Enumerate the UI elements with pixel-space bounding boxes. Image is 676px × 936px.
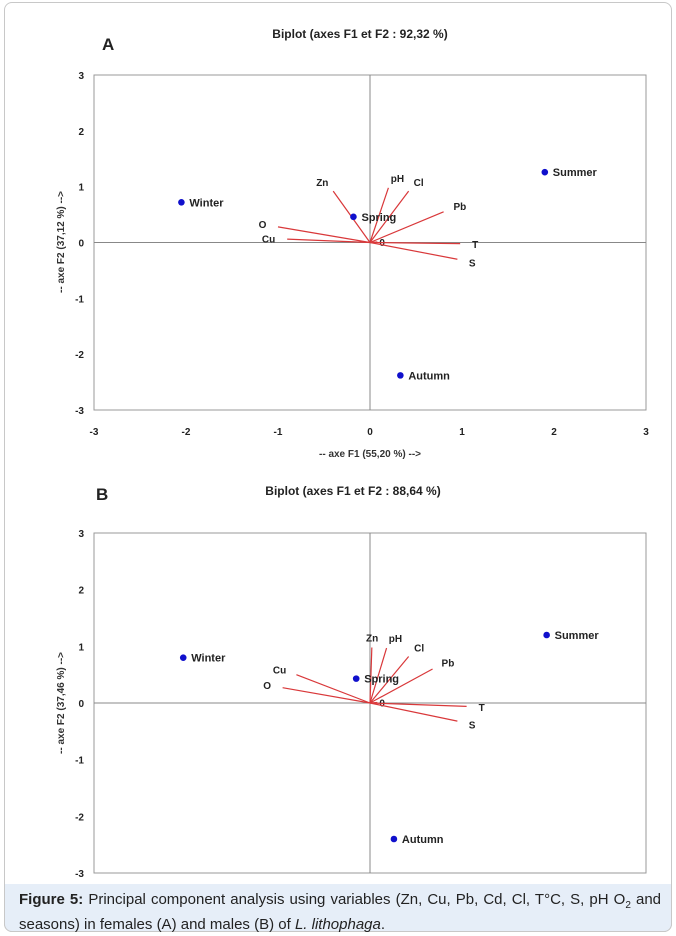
y-tick-label: 2 xyxy=(78,127,84,138)
variable-label: T xyxy=(472,240,478,251)
observations: Winter Spring Summer Autumn xyxy=(179,630,600,846)
observation-point xyxy=(179,654,187,661)
observation-label: Winter xyxy=(191,653,226,665)
y-tick-label: -2 xyxy=(75,812,84,823)
variable-label: S xyxy=(469,258,476,269)
chart-title: Biplot (axes F1 et F2 : 88,64 %) xyxy=(265,484,440,498)
caption-text-after: and seasons) in females (A) and males (B… xyxy=(19,891,661,933)
variable-vector xyxy=(369,187,389,243)
variable-label: Pb xyxy=(453,202,466,213)
variable-vector xyxy=(369,241,458,260)
x-tick-label: 3 xyxy=(643,427,649,438)
variable-vector xyxy=(369,702,458,722)
variable-vector xyxy=(369,656,410,704)
caption-text: Principal component analysis using varia… xyxy=(83,891,626,908)
observation-label: Spring xyxy=(364,674,399,686)
variable-label: Cu xyxy=(273,665,286,676)
variable-vectors: ZnpHClPbCuO0TS xyxy=(94,533,646,873)
variable-label: Cl xyxy=(414,644,424,655)
caption-end: . xyxy=(380,916,386,933)
observation-point xyxy=(178,199,185,206)
variable-label: T xyxy=(479,703,485,714)
observation-label: Autumn xyxy=(402,834,444,846)
x-tick-label: -2 xyxy=(182,427,191,438)
y-tick-label: -1 xyxy=(75,756,84,767)
y-tick-label: 1 xyxy=(78,183,84,194)
y-tick-labels: 3 2 1 0 -1 -2 -3 xyxy=(75,71,84,417)
variable-label: Pb xyxy=(442,658,455,669)
observation-point xyxy=(390,835,398,843)
observation-label: Summer xyxy=(555,630,600,642)
figure-caption: Figure 5: Principal component analysis u… xyxy=(4,884,672,933)
variable-vector xyxy=(369,190,410,243)
variable-vector xyxy=(369,211,444,244)
variable-vector xyxy=(287,238,371,244)
observations: Winter Spring Summer Autumn xyxy=(178,167,598,382)
y-tick-label: -1 xyxy=(75,294,84,305)
variable-vector xyxy=(369,668,433,704)
observation-point xyxy=(350,213,357,221)
y-tick-labels: 3 2 1 0 -1 -2 -3 xyxy=(75,529,84,880)
variable-vector xyxy=(282,687,371,704)
panel-a: A Biplot (axes F1 et F2 : 92,32 %) Zn pH C… xyxy=(56,27,649,460)
x-tick-label: -1 xyxy=(274,427,283,438)
y-tick-label: 2 xyxy=(78,586,84,597)
x-tick-label: 0 xyxy=(367,427,373,438)
y-axis-label: -- axe F2 (37,46 %) --> xyxy=(56,652,67,754)
variable-label: pH xyxy=(389,634,402,645)
observation-label: Spring xyxy=(361,212,396,224)
variable-label: O xyxy=(263,681,271,692)
variable-vector xyxy=(296,674,371,704)
variable-vectors: Zn pH Cl Pb O Cu 0 TS xyxy=(94,75,646,410)
x-tick-label: -3 xyxy=(90,427,99,438)
observation-label: Winter xyxy=(189,197,224,209)
observation-point xyxy=(541,168,549,176)
y-axis-label: -- axe F2 (37,12 %) --> xyxy=(56,191,67,293)
observation-label: Autumn xyxy=(408,370,450,382)
panel-letter: A xyxy=(102,35,114,54)
biplot-figure: A Biplot (axes F1 et F2 : 92,32 %) Zn pH C… xyxy=(56,27,649,880)
y-tick-label: 0 xyxy=(78,239,84,250)
y-tick-label: 0 xyxy=(78,699,84,710)
variable-label: Cu xyxy=(262,234,275,245)
x-tick-label: 1 xyxy=(459,427,465,438)
caption-label: Figure 5: xyxy=(19,891,84,908)
variable-label: S xyxy=(469,720,476,731)
y-tick-label: -3 xyxy=(75,869,84,880)
variable-vector xyxy=(369,647,388,704)
variable-label: O xyxy=(259,220,267,231)
y-tick-label: 3 xyxy=(78,529,84,540)
y-tick-label: -3 xyxy=(75,406,84,417)
chart-title: Biplot (axes F1 et F2 : 92,32 %) xyxy=(272,27,447,41)
x-tick-label: 2 xyxy=(551,427,557,438)
variable-vector xyxy=(369,702,467,707)
y-tick-label: 3 xyxy=(78,71,84,82)
observation-label: Summer xyxy=(553,167,598,179)
x-axis-label: -- axe F1 (55,20 %) --> xyxy=(319,449,421,460)
panel-letter: B xyxy=(96,485,108,504)
caption-subscript: 2 xyxy=(625,900,631,911)
panel-b: B Biplot (axes F1 et F2 : 88,64 %) Zn pH C… xyxy=(56,484,647,880)
y-tick-label: -2 xyxy=(75,350,84,361)
variable-label: pH xyxy=(391,174,404,185)
variable-vector xyxy=(369,241,461,245)
variable-label: Cl xyxy=(414,178,424,189)
variable-label: Zn xyxy=(366,633,378,644)
variable-label: Zn xyxy=(316,178,328,189)
x-tick-labels: -3 -2 -1 0 1 2 3 xyxy=(90,427,650,438)
variable-label: 0 xyxy=(379,238,385,249)
observation-point xyxy=(543,631,550,639)
observation-point xyxy=(397,372,404,379)
caption-species: L. lithophaga xyxy=(294,916,381,933)
observation-point xyxy=(352,675,360,682)
variable-vector xyxy=(277,226,371,244)
y-tick-label: 1 xyxy=(78,642,84,653)
variable-vector xyxy=(369,647,373,704)
